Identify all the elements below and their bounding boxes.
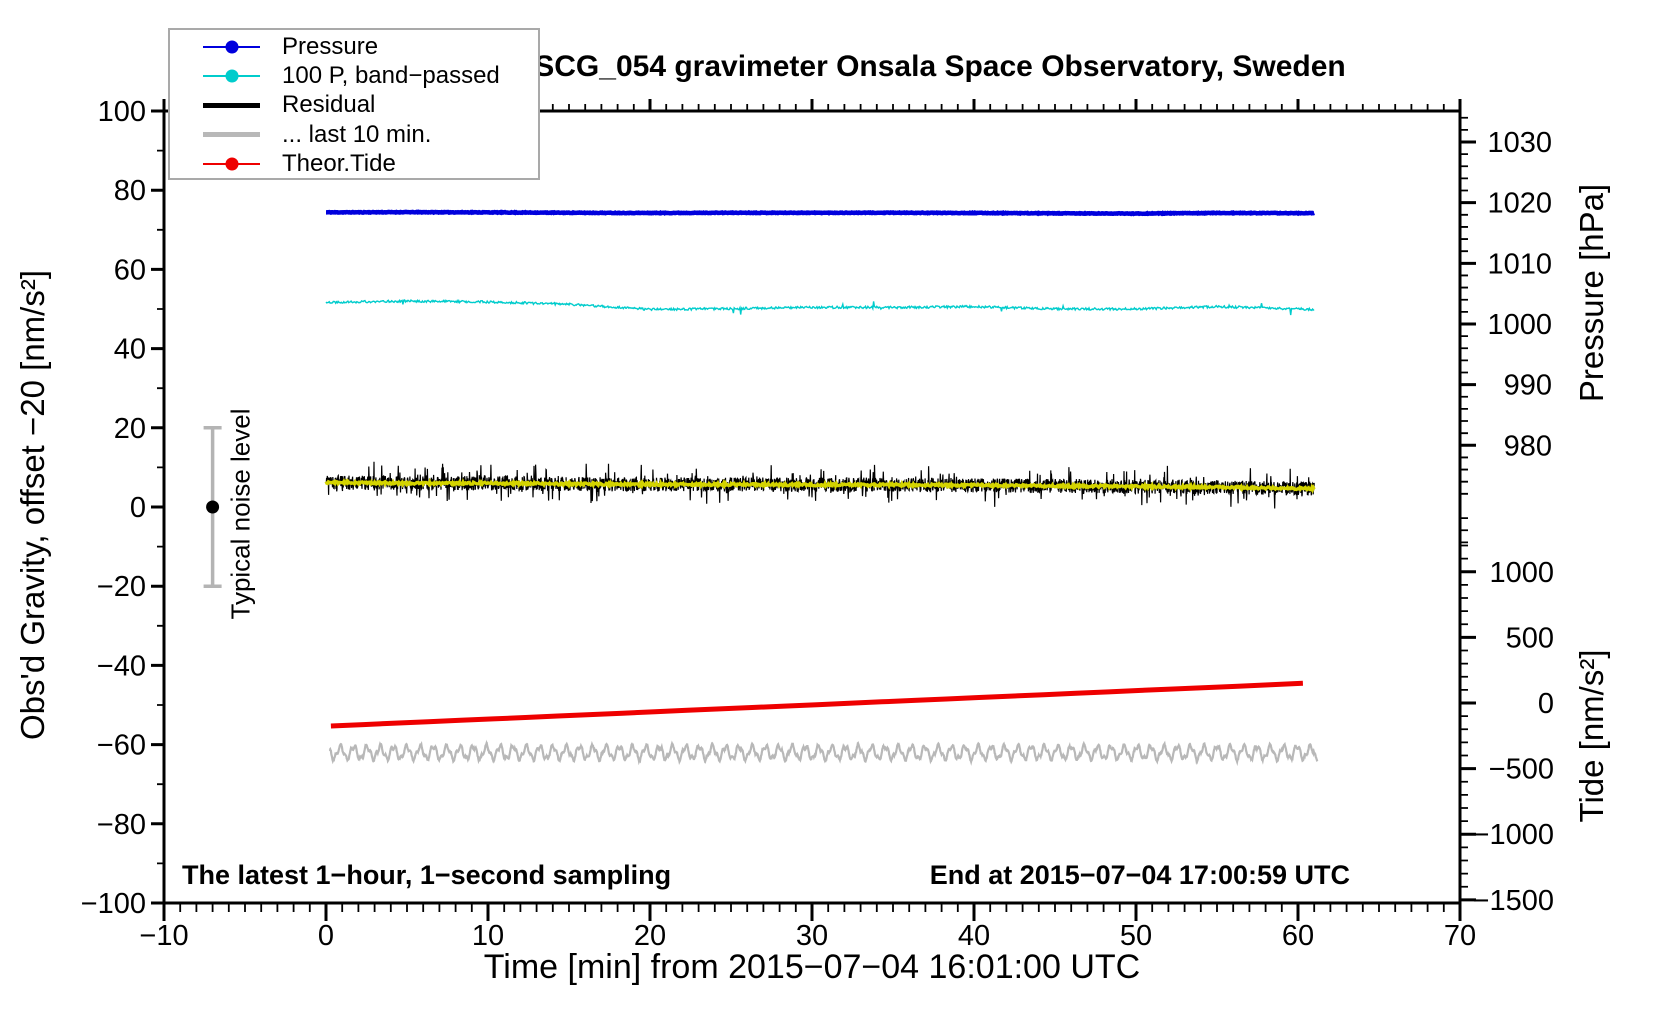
legend-marker-pressure: [225, 40, 238, 54]
y-left-tick-label: 80: [114, 175, 146, 207]
legend-item-residual: Residual: [203, 91, 538, 120]
y-axis-title-pressure: Pressure [hPa]: [1573, 183, 1610, 403]
y-left-tick-label: 20: [114, 413, 146, 445]
y-left-tick-label: 60: [114, 254, 146, 286]
series-residual-smoothed: [324, 477, 1316, 494]
legend-line-sample-pressure: [203, 40, 260, 54]
legend-line-sample-bandpassed: [203, 69, 260, 83]
legend-item-pressure: Pressure: [203, 32, 538, 61]
annotation-end-time: End at 2015−07−04 17:00:59 UTC: [929, 860, 1350, 890]
tide-tick-label: −500: [1489, 754, 1554, 786]
series-100-p-band-passed: [325, 298, 1315, 316]
tide-tick-label: 500: [1506, 622, 1554, 654]
legend-item-bandpassed: 100 P, band−passed: [203, 61, 538, 90]
legend-marker-bandpassed: [225, 69, 238, 83]
x-tick-label: −10: [139, 920, 188, 952]
series-pressure: [326, 209, 1315, 217]
pressure-tick-label: 1020: [1487, 188, 1552, 220]
y-left-tick-label: 100: [98, 96, 146, 128]
legend: Pressure 100 P, band−passed Residual ...…: [168, 28, 540, 180]
legend-marker-theortide: [225, 157, 238, 171]
x-tick-label: 60: [1282, 920, 1314, 952]
noise-level-label: Typical noise level: [225, 408, 256, 620]
x-axis-title: Time [min] from 2015−07−04 16:01:00 UTC: [483, 948, 1141, 986]
y-left-tick-label: 40: [114, 334, 146, 366]
tide-tick-label: −1500: [1473, 885, 1554, 917]
y-left-tick-label: −40: [97, 650, 146, 682]
legend-item-last10min: ... last 10 min.: [203, 120, 538, 149]
major-ticks: [151, 99, 1476, 921]
legend-item-theortide: Theor.Tide: [203, 150, 538, 179]
legend-line-sample-theortide: [203, 157, 260, 171]
legend-label-bandpassed: 100 P, band−passed: [282, 62, 500, 90]
pressure-tick-label: 1000: [1487, 309, 1552, 341]
pressure-tick-label: 980: [1504, 430, 1552, 462]
y-left-tick-label: −20: [97, 571, 146, 603]
pressure-tick-label: 1030: [1487, 127, 1552, 159]
x-tick-label: 10: [472, 920, 504, 952]
legend-line-sample-residual: [203, 102, 260, 108]
y-axis-title-left: Obs'd Gravity, offset −20 [nm/s²]: [14, 269, 51, 741]
y-left-tick-label: 0: [130, 492, 146, 524]
series-theor-tide: [330, 680, 1304, 729]
legend-label-pressure: Pressure: [282, 32, 379, 60]
tide-tick-label: 1000: [1489, 557, 1554, 589]
pressure-tick-label: 1010: [1487, 248, 1552, 280]
y-left-tick-label: −60: [97, 730, 146, 762]
legend-label-last10min: ... last 10 min.: [282, 120, 432, 148]
chart-title: SCG_054 gravimeter Onsala Space Observat…: [534, 50, 1346, 83]
x-tick-label: 70: [1444, 920, 1476, 952]
x-tick-label: 30: [796, 920, 828, 952]
annotation-sampling: The latest 1−hour, 1−second sampling: [182, 860, 672, 890]
noise-level-dot: [206, 500, 220, 514]
x-tick-label: 40: [958, 920, 990, 952]
x-tick-label: 20: [634, 920, 666, 952]
y-left-tick-label: −100: [81, 888, 146, 920]
series--last-10-min-: [328, 739, 1319, 767]
y-axis-title-tide: Tide [nm/s²]: [1573, 649, 1610, 823]
minor-ticks: [157, 104, 1468, 912]
legend-line-sample-last10min: [203, 132, 260, 138]
legend-label-residual: Residual: [282, 91, 376, 119]
pressure-tick-label: 990: [1504, 370, 1552, 402]
y-left-tick-label: −80: [97, 809, 146, 841]
tide-tick-label: 0: [1538, 688, 1554, 720]
x-tick-label: 0: [318, 920, 334, 952]
legend-label-theortide: Theor.Tide: [282, 150, 396, 178]
plot-frame: [162, 109, 1462, 905]
x-tick-label: 50: [1120, 920, 1152, 952]
tide-tick-label: −1000: [1473, 819, 1554, 851]
